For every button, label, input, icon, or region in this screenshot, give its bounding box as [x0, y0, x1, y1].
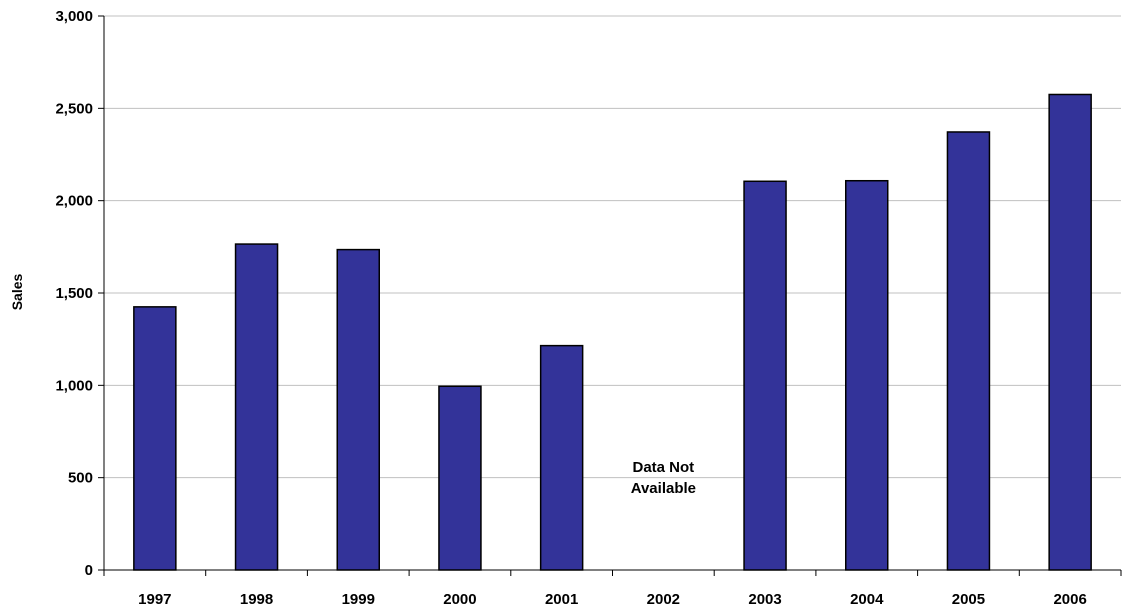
- axes: [98, 15, 1122, 576]
- x-tick-label: 2002: [647, 591, 680, 608]
- x-tick-label: 2001: [545, 591, 578, 608]
- bars: [133, 93, 1092, 571]
- y-tick-label: 2,000: [55, 193, 93, 210]
- x-tick-label: 1997: [138, 591, 171, 608]
- y-tick-label: 1,500: [55, 285, 93, 302]
- y-axis-title: Sales: [9, 273, 25, 310]
- y-tick-label: 3,000: [55, 8, 93, 25]
- y-tick-label: 0: [85, 562, 93, 579]
- bar-2005: [946, 131, 991, 571]
- bar-1999: [336, 248, 380, 571]
- x-tick-label: 1998: [240, 591, 273, 608]
- y-tick-label: 2,500: [55, 100, 93, 117]
- data-not-available-note: Data Not Available: [631, 459, 696, 497]
- x-tick-label: 1999: [342, 591, 375, 608]
- bar-2001: [539, 344, 584, 571]
- labels: 0 500 1,000 1,500 2,000 2,500 3,000 1997 1998 199…: [55, 8, 1086, 608]
- y-tick-label: 500: [68, 470, 93, 487]
- x-tick-label: 2006: [1053, 591, 1086, 608]
- bar-1997: [133, 306, 177, 571]
- x-tick-label: 2003: [748, 591, 781, 608]
- bar-2006: [1048, 93, 1092, 571]
- bar-1998: [234, 243, 279, 571]
- x-tick-label: 2005: [952, 591, 985, 608]
- bar-2004: [845, 179, 889, 571]
- bar-2003: [743, 180, 787, 571]
- x-tick-label: 2000: [443, 591, 476, 608]
- x-tick-label: 2004: [850, 591, 884, 608]
- y-tick-label: 1,000: [55, 377, 93, 394]
- bar-2000: [438, 385, 482, 571]
